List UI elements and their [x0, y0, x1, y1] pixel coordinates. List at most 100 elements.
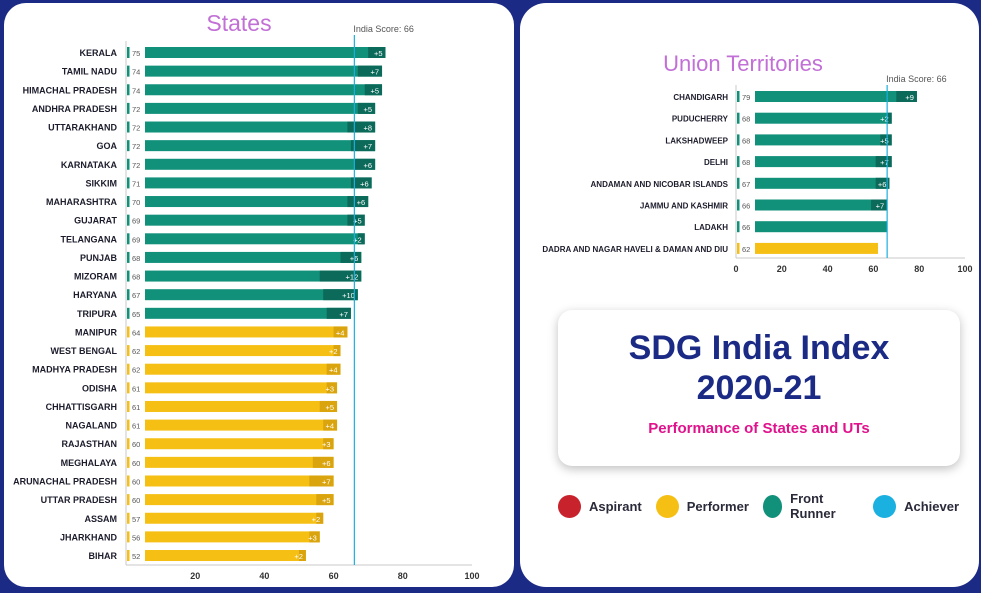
value-label-ladakh: 66 [742, 223, 750, 232]
category-label-nagaland: NAGALAND [66, 421, 118, 431]
change-label-kerala: +5 [374, 49, 383, 58]
value-label-andhra-pradesh: 72 [132, 105, 140, 114]
bar-punjab [145, 251, 362, 263]
category-marker-haryana [127, 289, 130, 301]
category-marker-gujarat [127, 214, 130, 226]
bar-west-bengal [145, 345, 341, 357]
legend-item-front-runner: Front Runner [762, 491, 859, 521]
category-marker-bihar [127, 550, 130, 562]
change-segment-assam [316, 512, 324, 524]
change-label-mizoram: +12 [346, 273, 359, 282]
change-segment-mizoram [319, 270, 362, 282]
bar-andhra-pradesh [145, 102, 376, 114]
bar-haryana [145, 289, 358, 301]
category-label-andaman-and-nicobar-islands: ANDAMAN AND NICOBAR ISLANDS [591, 180, 729, 189]
index-title-line1: SDG India Index [628, 329, 890, 367]
change-label-assam: +2 [312, 515, 321, 524]
category-marker-lakshadweep [737, 134, 740, 146]
category-label-west-bengal: WEST BENGAL [51, 346, 118, 356]
change-label-himachal-pradesh: +5 [370, 86, 379, 95]
category-marker-andhra-pradesh [127, 102, 130, 114]
value-label-nagaland: 61 [132, 422, 140, 431]
value-label-karnataka: 72 [132, 161, 140, 170]
change-label-chandigarh: +9 [905, 93, 914, 102]
value-label-gujarat: 69 [132, 217, 140, 226]
change-label-tamil-nadu: +7 [370, 68, 379, 77]
change-segment-lakshadweep [880, 134, 892, 146]
change-segment-gujarat [347, 214, 365, 226]
bar-meghalaya [145, 456, 334, 468]
change-segment-telangana [357, 233, 365, 245]
category-label-gujarat: GUJARAT [74, 216, 117, 226]
change-segment-andhra-pradesh [357, 102, 376, 114]
category-label-rajasthan: RAJASTHAN [61, 439, 117, 449]
legend-item-aspirant: Aspirant [558, 494, 642, 518]
change-segment-maharashtra [347, 196, 369, 208]
value-label-jharkhand: 56 [132, 533, 140, 542]
category-marker-uttarakhand [127, 121, 130, 133]
x-tick-label: 60 [868, 264, 878, 274]
value-label-jammu-and-kashmir: 66 [742, 202, 750, 211]
bar-himachal-pradesh [145, 84, 383, 96]
change-label-arunachal-pradesh: +7 [322, 477, 331, 486]
index-title-line2: 2020-21 [696, 369, 822, 407]
bar-kerala [145, 47, 386, 58]
change-segment-rajasthan [323, 438, 334, 450]
bar-tripura [145, 307, 351, 319]
bar-dadra-and-nagar-haveli-daman-and-diu [755, 242, 878, 254]
category-marker-west-bengal [127, 345, 130, 357]
bar-telangana [145, 233, 365, 245]
legend-dot-aspirant [558, 494, 581, 518]
change-segment-andaman-and-nicobar-islands [875, 177, 890, 189]
change-segment-delhi [875, 156, 892, 168]
x-tick-label: 100 [464, 571, 479, 581]
value-label-tamil-nadu: 74 [132, 68, 140, 77]
category-marker-goa [127, 140, 130, 152]
category-label-jammu-and-kashmir: JAMMU AND KASHMIR [640, 202, 728, 211]
category-marker-chhattisgarh [127, 400, 130, 412]
value-label-punjab: 68 [132, 254, 140, 263]
union-territories-chart: Union Territories 0 20 40 60 80 100 CHANDIGARH 7… [542, 51, 972, 274]
change-label-jammu-and-kashmir: +7 [876, 202, 885, 211]
category-label-kerala: KERALA [80, 48, 118, 58]
value-label-west-bengal: 62 [132, 347, 140, 356]
bar-karnataka [145, 158, 376, 170]
change-segment-uttar-pradesh [316, 494, 334, 506]
category-label-karnataka: KARNATAKA [61, 160, 118, 170]
change-segment-punjab [340, 251, 362, 263]
category-label-assam: ASSAM [84, 514, 117, 524]
category-marker-chandigarh [737, 91, 740, 102]
change-label-nagaland: +4 [325, 422, 334, 431]
category-label-dadra-and-nagar-haveli-daman-and-diu: DADRA AND NAGAR HAVELI & DAMAN AND DIU [542, 245, 728, 254]
change-segment-kerala [368, 47, 386, 58]
change-label-delhi: +7 [880, 158, 889, 167]
change-segment-bihar [299, 550, 306, 562]
x-tick-label: 40 [259, 571, 269, 581]
bar-chandigarh [755, 91, 917, 102]
index-subtitle: Performance of States and UTs [648, 420, 870, 437]
change-label-andhra-pradesh: +5 [364, 105, 373, 114]
category-marker-sikkim [127, 177, 130, 189]
value-label-maharashtra: 70 [132, 198, 140, 207]
category-label-telangana: TELANGANA [61, 234, 118, 244]
bar-tamil-nadu [145, 65, 383, 77]
change-segment-meghalaya [312, 456, 334, 468]
category-marker-tripura [127, 307, 130, 319]
category-marker-meghalaya [127, 456, 130, 468]
category-label-puducherry: PUDUCHERRY [672, 115, 729, 124]
category-marker-puducherry [737, 112, 740, 124]
change-segment-uttarakhand [347, 121, 376, 133]
change-label-rajasthan: +3 [322, 440, 331, 449]
value-label-telangana: 69 [132, 235, 140, 244]
value-label-sikkim: 71 [132, 179, 140, 188]
category-marker-maharashtra [127, 196, 130, 208]
change-label-uttar-pradesh: +5 [322, 496, 331, 505]
legend-label-front-runner: Front Runner [790, 491, 836, 521]
change-segment-goa [350, 140, 376, 152]
x-tick-label: 80 [398, 571, 408, 581]
india-score-label: India Score: 66 [886, 74, 947, 84]
bar-madhya-pradesh [145, 363, 341, 375]
bar-maharashtra [145, 196, 369, 208]
bar-jammu-and-kashmir [755, 199, 888, 211]
category-marker-manipur [127, 326, 130, 338]
